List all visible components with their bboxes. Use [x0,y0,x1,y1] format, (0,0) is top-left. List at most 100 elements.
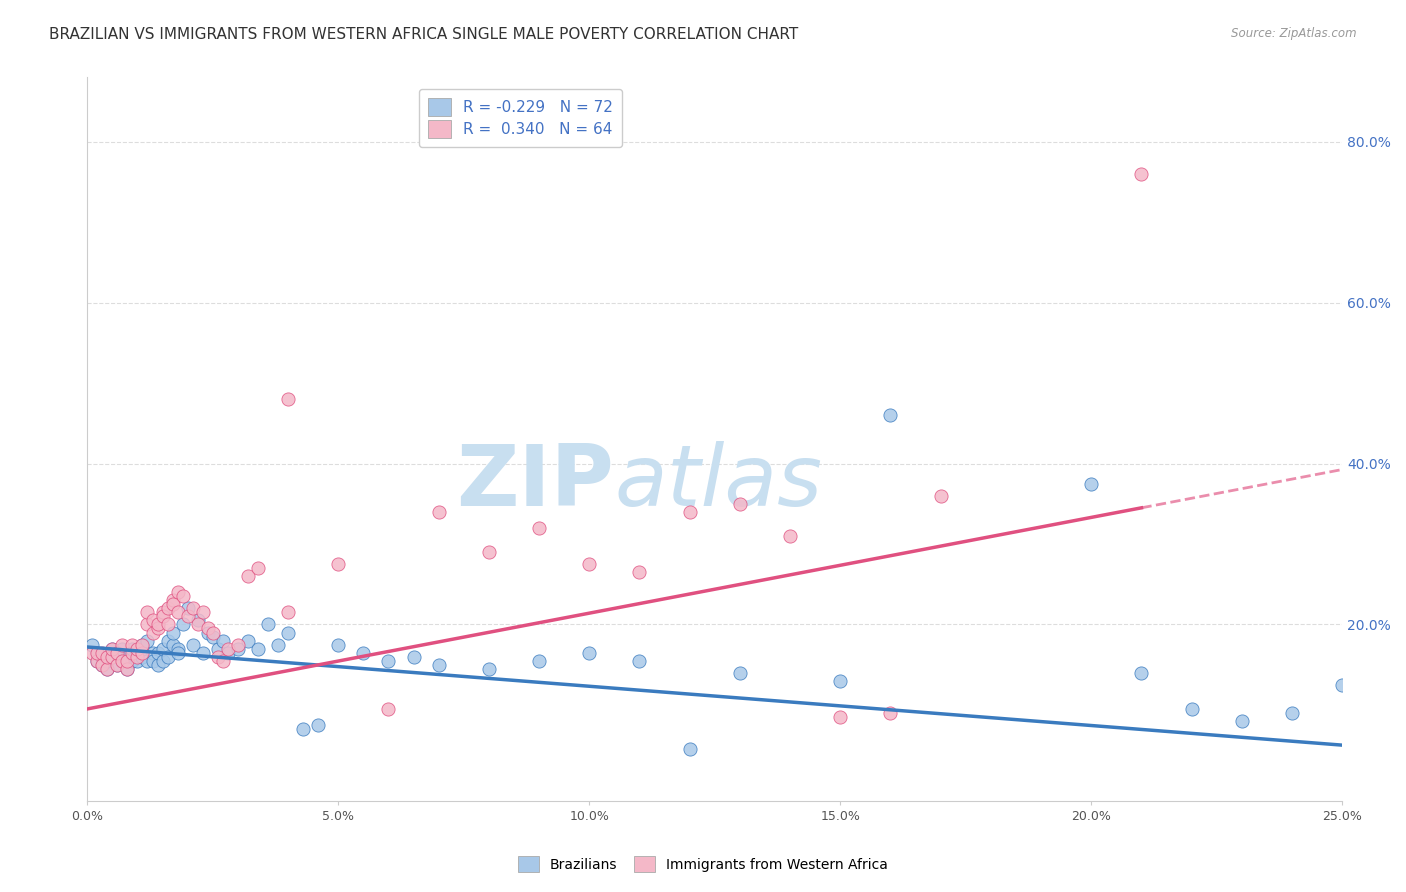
Point [152,641,174,656]
Point [277,625,299,640]
Point [191,646,214,660]
Point [427,505,450,519]
Point [111,654,134,668]
Point [1181,702,1204,716]
Point [226,638,249,652]
Point [779,529,801,543]
Point [91,646,114,660]
Point [82,646,104,660]
Point [197,625,219,640]
Point [207,649,229,664]
Point [117,662,139,676]
Point [377,654,399,668]
Point [152,606,174,620]
Point [162,598,184,612]
Point [131,646,153,660]
Point [728,665,751,680]
Point [105,657,128,672]
Point [96,662,118,676]
Point [127,649,149,664]
Point [226,641,249,656]
Point [136,633,159,648]
Point [246,561,269,575]
Point [141,625,163,640]
Point [131,638,153,652]
Point [527,654,550,668]
Point [162,593,184,607]
Point [328,638,350,652]
Point [117,649,139,664]
Point [307,718,329,732]
Point [236,569,259,583]
Point [146,657,169,672]
Point [191,606,214,620]
Point [117,662,139,676]
Point [86,654,108,668]
Point [96,662,118,676]
Point [91,649,114,664]
Point [402,649,425,664]
Point [830,710,852,724]
Point [152,654,174,668]
Point [141,614,163,628]
Point [1130,167,1153,181]
Text: ZIP: ZIP [457,442,614,524]
Point [146,622,169,636]
Point [121,646,143,660]
Point [156,649,179,664]
Point [187,614,209,628]
Point [679,505,702,519]
Point [131,649,153,664]
Point [146,617,169,632]
Point [91,657,114,672]
Point [187,617,209,632]
Point [127,641,149,656]
Point [1080,476,1102,491]
Point [136,606,159,620]
Point [879,706,901,720]
Point [277,392,299,407]
Point [267,638,290,652]
Point [172,617,194,632]
Point [82,638,104,652]
Point [1331,678,1354,692]
Point [152,609,174,624]
Point [197,622,219,636]
Point [105,646,128,660]
Point [101,641,124,656]
Point [131,638,153,652]
Point [217,641,239,656]
Point [162,625,184,640]
Point [352,646,374,660]
Point [136,654,159,668]
Point [127,654,149,668]
Point [121,638,143,652]
Point [176,601,198,615]
Point [176,609,198,624]
Point [578,557,600,571]
Point [156,601,179,615]
Point [527,521,550,535]
Point [91,657,114,672]
Point [141,646,163,660]
Point [830,673,852,688]
Point [111,641,134,656]
Point [86,646,108,660]
Point [166,641,188,656]
Point [101,641,124,656]
Point [728,497,751,511]
Text: atlas: atlas [614,442,823,524]
Point [246,641,269,656]
Point [101,649,124,664]
Point [201,625,224,640]
Point [166,585,188,599]
Point [111,654,134,668]
Point [166,646,188,660]
Point [101,649,124,664]
Text: BRAZILIAN VS IMMIGRANTS FROM WESTERN AFRICA SINGLE MALE POVERTY CORRELATION CHAR: BRAZILIAN VS IMMIGRANTS FROM WESTERN AFR… [49,27,799,42]
Point [86,654,108,668]
Point [277,606,299,620]
Point [181,638,204,652]
Point [211,633,233,648]
Legend: R = -0.229   N = 72, R =  0.340   N = 64: R = -0.229 N = 72, R = 0.340 N = 64 [419,88,621,147]
